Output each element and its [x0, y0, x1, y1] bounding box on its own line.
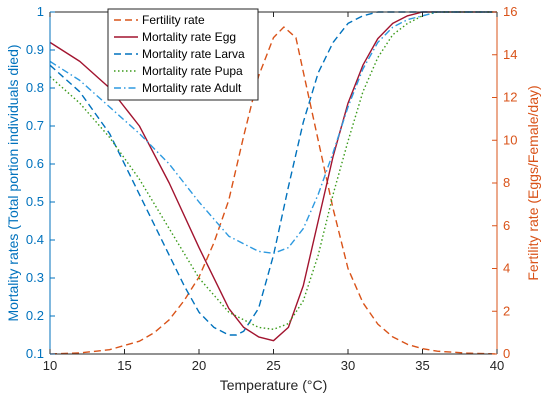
x-tick-label: 30 — [341, 358, 355, 373]
left-y-tick-label: 0.1 — [26, 346, 44, 361]
right-y-tick-label: 4 — [503, 261, 510, 276]
right-y-tick-label: 10 — [503, 132, 517, 147]
right-y-tick-label: 8 — [503, 175, 510, 190]
left-y-tick-label: 0.2 — [26, 308, 44, 323]
series-line-4 — [49, 11, 497, 330]
left-y-tick-label: 1 — [37, 4, 44, 19]
right-y-tick-label: 2 — [503, 303, 510, 318]
right-y-axis-title: Fertility rate (Eggs/Female/day) — [525, 85, 541, 280]
series-line-2 — [49, 11, 497, 342]
axes-layer: 10 15 20 25 30 35 400.10.20.30.40.50.60.70.80.… — [26, 4, 518, 373]
legend-label-2: Mortality rate Egg — [142, 30, 236, 44]
x-axis-title: Temperature (°C) — [220, 377, 328, 393]
left-y-tick-label: 0.7 — [26, 118, 44, 133]
x-tick-label: 20 — [192, 358, 206, 373]
series-layer — [49, 11, 498, 355]
right-y-tick-label: 16 — [503, 4, 517, 19]
left-y-tick-label: 0.9 — [26, 42, 44, 57]
left-y-tick-label: 0.3 — [26, 270, 44, 285]
right-y-tick-label: 14 — [503, 47, 517, 62]
legend: Fertility rate Mortality rate Egg Mortalit… — [107, 8, 259, 101]
left-y-tick-label: 0.4 — [26, 232, 44, 247]
legend-label-3: Mortality rate Larva — [142, 47, 245, 61]
x-tick-label: 25 — [266, 358, 280, 373]
right-y-tick-label: 0 — [503, 346, 510, 361]
x-tick-label: 10 — [43, 358, 57, 373]
x-tick-label: 15 — [117, 358, 131, 373]
right-y-tick-label: 12 — [503, 90, 517, 105]
series-line-5 — [49, 11, 497, 255]
left-y-tick-label: 0.6 — [26, 156, 44, 171]
right-y-tick-label: 6 — [503, 218, 510, 233]
legend-label-1: Fertility rate — [142, 13, 205, 27]
x-tick-label: 40 — [490, 358, 504, 373]
legend-label-5: Mortality rate Adult — [142, 81, 242, 95]
left-y-tick-label: 0.8 — [26, 80, 44, 95]
left-y-axis-title: Mortality rates (Total portion individua… — [5, 44, 21, 321]
legend-label-4: Mortality rate Pupa — [142, 64, 243, 78]
series-line-1 — [49, 26, 498, 355]
x-tick-label: 35 — [415, 358, 429, 373]
left-y-tick-label: 0.5 — [26, 194, 44, 209]
legend-box — [107, 8, 259, 101]
